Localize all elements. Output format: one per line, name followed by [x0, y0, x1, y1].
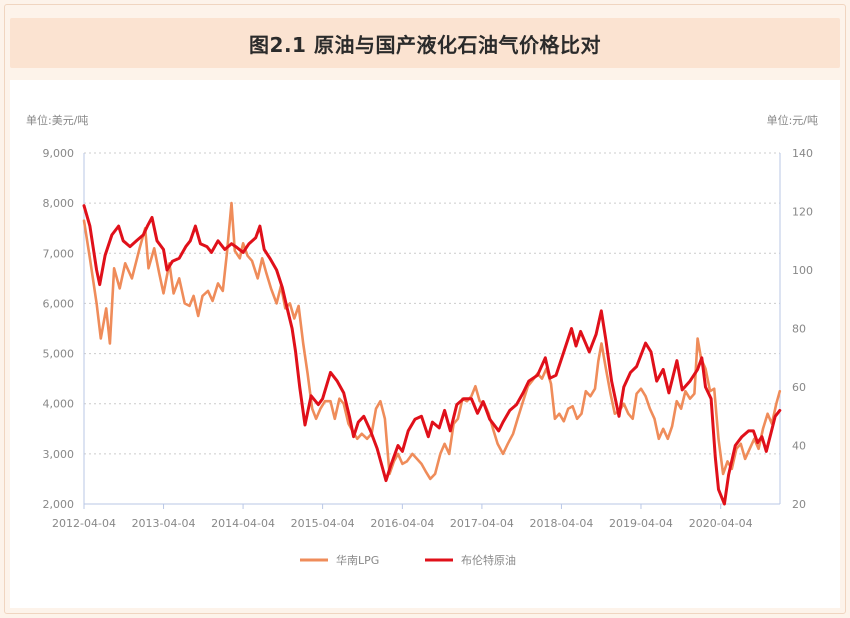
right-tick-label: 100: [792, 264, 813, 277]
left-tick-label: 2,000: [43, 498, 75, 511]
x-tick-label: 2013-04-04: [132, 517, 196, 530]
left-tick-label: 5,000: [43, 348, 75, 361]
left-tick-label: 8,000: [43, 197, 75, 210]
axis-layer: [83, 153, 781, 509]
figure-frame: [4, 4, 846, 614]
legend-label: 布伦特原油: [461, 553, 516, 567]
right-tick-label: 80: [792, 323, 806, 336]
x-tick-label: 2016-04-04: [370, 517, 434, 530]
chart-title: 图2.1 原油与国产液化石油气价格比对: [249, 32, 601, 57]
left-tick-label: 4,000: [43, 398, 75, 411]
x-tick-label: 2017-04-04: [450, 517, 514, 530]
line-chart: 9,000 8,000 7,000 6,000 5,000 4,000 3,000 2,000…: [26, 113, 818, 567]
legend: 华南LPG 布伦特原油: [300, 553, 516, 567]
label-layer: 9,000 8,000 7,000 6,000 5,000 4,000 3,000 2,000…: [26, 113, 818, 530]
left-tick-label: 3,000: [43, 448, 75, 461]
title-bar: 图2.1 原油与国产液化石油气价格比对: [10, 18, 840, 68]
series-line-brent: [82, 204, 782, 506]
series-layer: [82, 201, 782, 506]
chart-panel: 9,000 8,000 7,000 6,000 5,000 4,000 3,000 2,000…: [10, 80, 840, 608]
right-unit-label: 单位:元/吨: [767, 113, 818, 127]
series-line-lpg: [82, 201, 782, 481]
right-tick-label: 60: [792, 381, 806, 394]
x-tick-label: 2012-04-04: [52, 517, 116, 530]
left-tick-label: 7,000: [43, 247, 75, 260]
right-tick-label: 40: [792, 440, 806, 453]
grid-layer: [84, 152, 780, 455]
x-tick-label: 2019-04-04: [609, 517, 673, 530]
right-tick-label: 120: [792, 206, 813, 219]
right-tick-label: 20: [792, 498, 806, 511]
legend-label: 华南LPG: [336, 553, 379, 567]
x-tick-label: 2015-04-04: [291, 517, 355, 530]
left-tick-label: 6,000: [43, 297, 75, 310]
left-tick-label: 9,000: [43, 147, 75, 160]
right-tick-label: 140: [792, 147, 813, 160]
x-tick-label: 2014-04-04: [211, 517, 275, 530]
left-unit-label: 单位:美元/吨: [26, 113, 88, 127]
x-tick-label: 2018-04-04: [529, 517, 593, 530]
x-tick-label: 2020-04-04: [689, 517, 753, 530]
